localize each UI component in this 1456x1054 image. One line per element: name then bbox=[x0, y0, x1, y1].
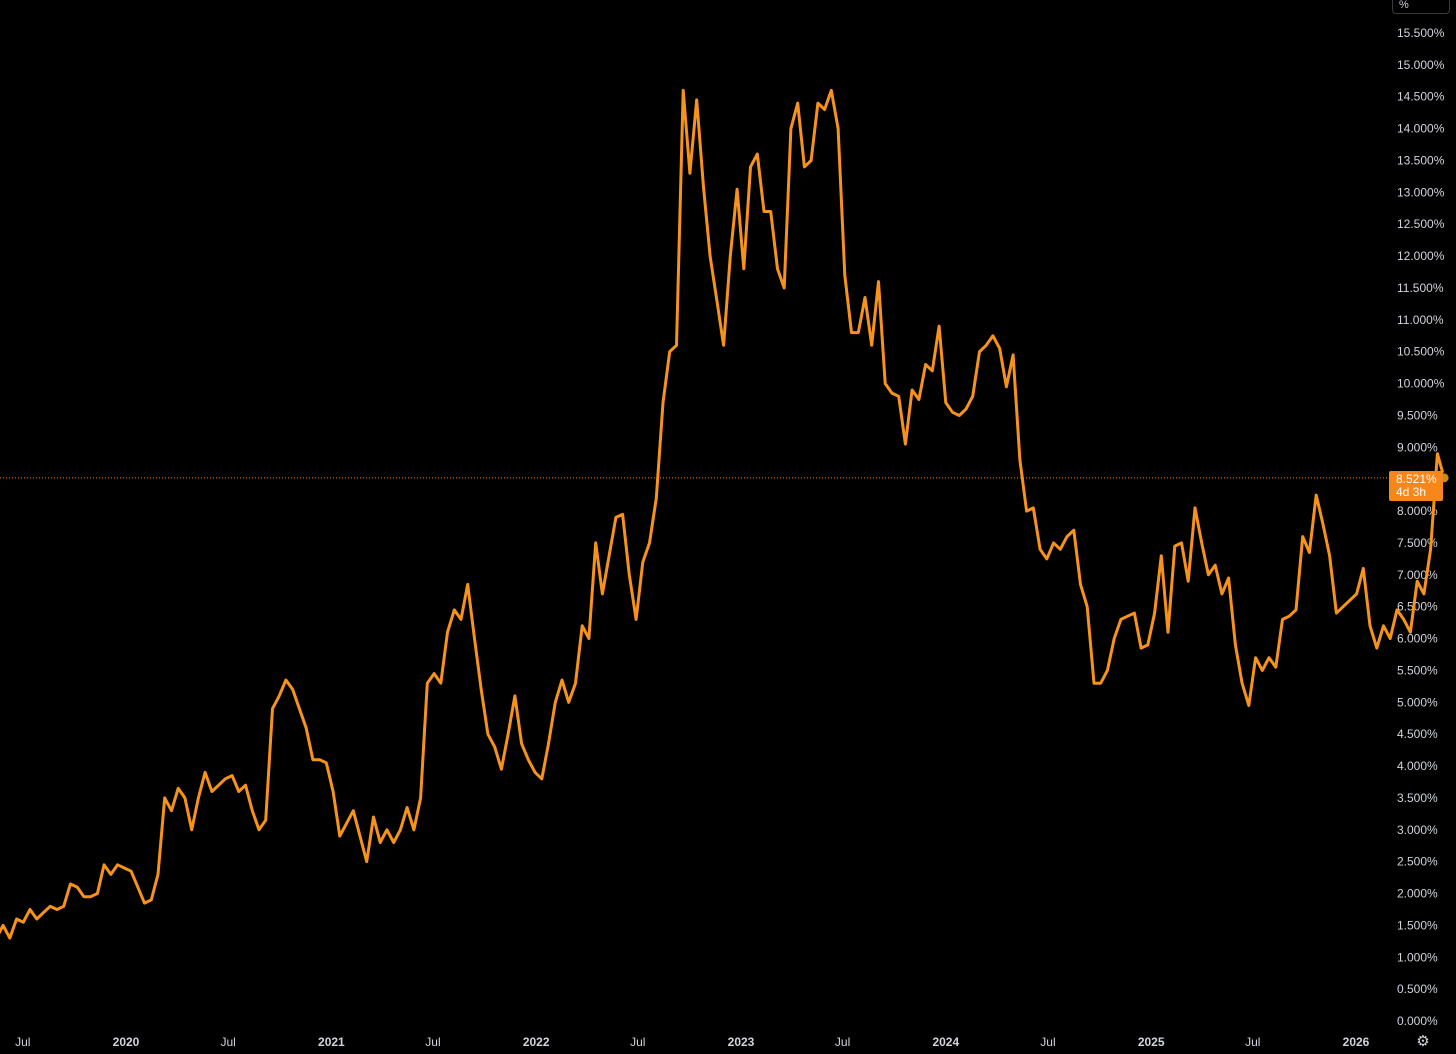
y-tick-label: 1.500% bbox=[1397, 918, 1438, 932]
x-tick-label: 2025 bbox=[1138, 1035, 1165, 1049]
y-tick-label: 11.000% bbox=[1397, 313, 1444, 327]
y-tick-label: 1.000% bbox=[1397, 950, 1438, 964]
x-tick-label: 2022 bbox=[523, 1035, 550, 1049]
y-tick-label: 12.000% bbox=[1397, 249, 1445, 263]
y-tick-label: 9.000% bbox=[1397, 440, 1438, 454]
series-line bbox=[0, 88, 1446, 940]
x-tick-label: 2024 bbox=[932, 1035, 959, 1049]
y-tick-label: 6.500% bbox=[1397, 600, 1438, 614]
y-tick-label: 14.000% bbox=[1397, 122, 1445, 136]
y-tick-label: 6.000% bbox=[1397, 632, 1438, 646]
series-group bbox=[0, 88, 1450, 940]
x-tick-label: 2020 bbox=[113, 1035, 140, 1049]
y-tick-label: 10.500% bbox=[1397, 345, 1445, 359]
y-tick-label: 3.000% bbox=[1397, 823, 1438, 837]
x-tick-label: Jul bbox=[630, 1035, 645, 1049]
y-tick-label: 11.500% bbox=[1397, 281, 1444, 295]
y-tick-label: 15.500% bbox=[1397, 26, 1445, 40]
y-tick-label: 14.500% bbox=[1397, 90, 1445, 104]
x-tick-label: 2026 bbox=[1343, 1035, 1370, 1049]
unit-label: % bbox=[1399, 0, 1409, 11]
y-tick-label: 10.000% bbox=[1397, 377, 1445, 391]
y-tick-label: 2.500% bbox=[1397, 855, 1438, 869]
y-tick-label: 5.500% bbox=[1397, 663, 1438, 677]
y-tick-label: 2.000% bbox=[1397, 887, 1438, 901]
y-tick-label: 12.500% bbox=[1397, 217, 1445, 231]
last-value-tag: 8.521% 4d 3h bbox=[1389, 471, 1443, 501]
y-tick-label: 13.000% bbox=[1397, 185, 1445, 199]
y-axis: 0.000% 0.500% 1.000% 1.500% 2.000% 2.500% 3.00… bbox=[1397, 26, 1445, 1028]
y-tick-label: 3.500% bbox=[1397, 791, 1438, 805]
y-tick-label: 15.000% bbox=[1397, 58, 1445, 72]
x-tick-label: Jul bbox=[1040, 1035, 1055, 1049]
x-tick-label: 2021 bbox=[318, 1035, 345, 1049]
x-axis: Jul 2020 Jul 2021 Jul 2022 Jul 2023 Jul 2024 Jul 20… bbox=[15, 1035, 1370, 1049]
y-tick-label: 0.000% bbox=[1397, 1014, 1438, 1028]
y-tick-label: 7.000% bbox=[1397, 568, 1438, 582]
y-tick-label: 8.000% bbox=[1397, 504, 1438, 518]
x-tick-label: Jul bbox=[835, 1035, 850, 1049]
y-tick-label: 4.000% bbox=[1397, 759, 1438, 773]
y-tick-label: 7.500% bbox=[1397, 536, 1438, 550]
gear-icon[interactable]: ⚙ bbox=[1416, 1033, 1430, 1050]
x-tick-label: Jul bbox=[425, 1035, 440, 1049]
x-tick-label: Jul bbox=[15, 1035, 30, 1049]
y-tick-label: 4.500% bbox=[1397, 727, 1438, 741]
y-tick-label: 9.500% bbox=[1397, 408, 1438, 422]
y-tick-label: 13.500% bbox=[1397, 153, 1445, 167]
countdown-label: 4d 3h bbox=[1396, 485, 1427, 499]
y-tick-label: 0.500% bbox=[1397, 982, 1438, 996]
x-tick-label: Jul bbox=[220, 1035, 235, 1049]
x-tick-label: 2023 bbox=[728, 1035, 755, 1049]
unit-selector[interactable]: % bbox=[1392, 0, 1450, 14]
y-tick-label: 5.000% bbox=[1397, 695, 1438, 709]
last-value-label: 8.521% bbox=[1396, 472, 1437, 486]
x-tick-label: Jul bbox=[1245, 1035, 1260, 1049]
